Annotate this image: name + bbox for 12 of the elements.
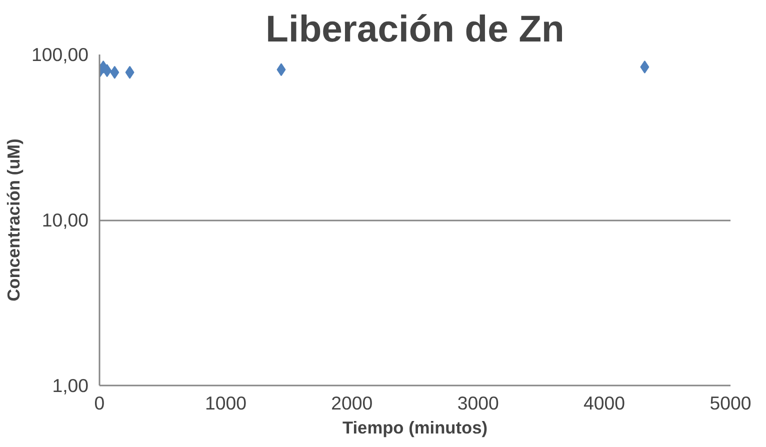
y-tick-label: 100,00 bbox=[31, 44, 88, 65]
x-tick-label: 4000 bbox=[584, 392, 626, 414]
y-axis-title: Concentración (uM) bbox=[3, 138, 24, 302]
x-tick-label: 1000 bbox=[204, 392, 246, 414]
x-tick-label: 5000 bbox=[710, 392, 752, 414]
x-tick-label: 2000 bbox=[331, 392, 373, 414]
x-tick-label: 3000 bbox=[457, 392, 499, 414]
y-tick-label: 10,00 bbox=[42, 210, 88, 230]
y-tick-label: 1,00 bbox=[52, 375, 88, 396]
x-tick-label: 0 bbox=[94, 392, 105, 414]
chart-title: Liberación de Zn bbox=[266, 8, 564, 50]
x-axis-title: Tiempo (minutos) bbox=[342, 418, 488, 438]
